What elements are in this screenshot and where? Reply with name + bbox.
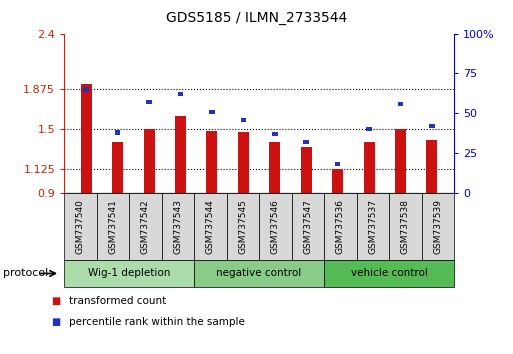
- Bar: [115, 130, 121, 135]
- Bar: [209, 110, 215, 114]
- Bar: [146, 100, 152, 104]
- Text: vehicle control: vehicle control: [350, 268, 427, 279]
- Text: GSM737538: GSM737538: [401, 199, 410, 254]
- Bar: [366, 127, 372, 131]
- Bar: [175, 116, 186, 193]
- Bar: [303, 140, 309, 144]
- Bar: [112, 142, 123, 193]
- Text: GSM737544: GSM737544: [206, 199, 215, 254]
- Bar: [301, 147, 312, 193]
- Bar: [83, 87, 89, 92]
- Text: ■: ■: [51, 296, 61, 306]
- Text: GSM737545: GSM737545: [239, 199, 247, 254]
- Bar: [429, 124, 435, 128]
- Text: GSM737541: GSM737541: [108, 199, 117, 254]
- Text: percentile rank within the sample: percentile rank within the sample: [69, 317, 245, 327]
- Text: Wig-1 depletion: Wig-1 depletion: [88, 268, 170, 279]
- Bar: [332, 169, 343, 193]
- Text: protocol: protocol: [3, 268, 48, 279]
- Text: GSM737540: GSM737540: [76, 199, 85, 254]
- Text: GDS5185 / ILMN_2733544: GDS5185 / ILMN_2733544: [166, 11, 347, 25]
- Bar: [395, 129, 406, 193]
- Bar: [335, 162, 341, 166]
- Bar: [81, 84, 92, 193]
- Bar: [272, 132, 278, 136]
- Bar: [364, 142, 374, 193]
- Text: ■: ■: [51, 317, 61, 327]
- Text: GSM737547: GSM737547: [303, 199, 312, 254]
- Bar: [206, 131, 218, 193]
- Text: GSM737543: GSM737543: [173, 199, 182, 254]
- Text: GSM737539: GSM737539: [433, 199, 442, 254]
- Text: negative control: negative control: [216, 268, 302, 279]
- Text: GSM737536: GSM737536: [336, 199, 345, 254]
- Bar: [269, 142, 280, 193]
- Bar: [241, 118, 246, 122]
- Bar: [144, 129, 154, 193]
- Text: GSM737546: GSM737546: [271, 199, 280, 254]
- Bar: [238, 132, 249, 193]
- Text: GSM737537: GSM737537: [368, 199, 377, 254]
- Bar: [426, 140, 438, 193]
- Bar: [398, 102, 403, 106]
- Text: GSM737542: GSM737542: [141, 199, 150, 254]
- Text: transformed count: transformed count: [69, 296, 167, 306]
- Bar: [177, 92, 183, 96]
